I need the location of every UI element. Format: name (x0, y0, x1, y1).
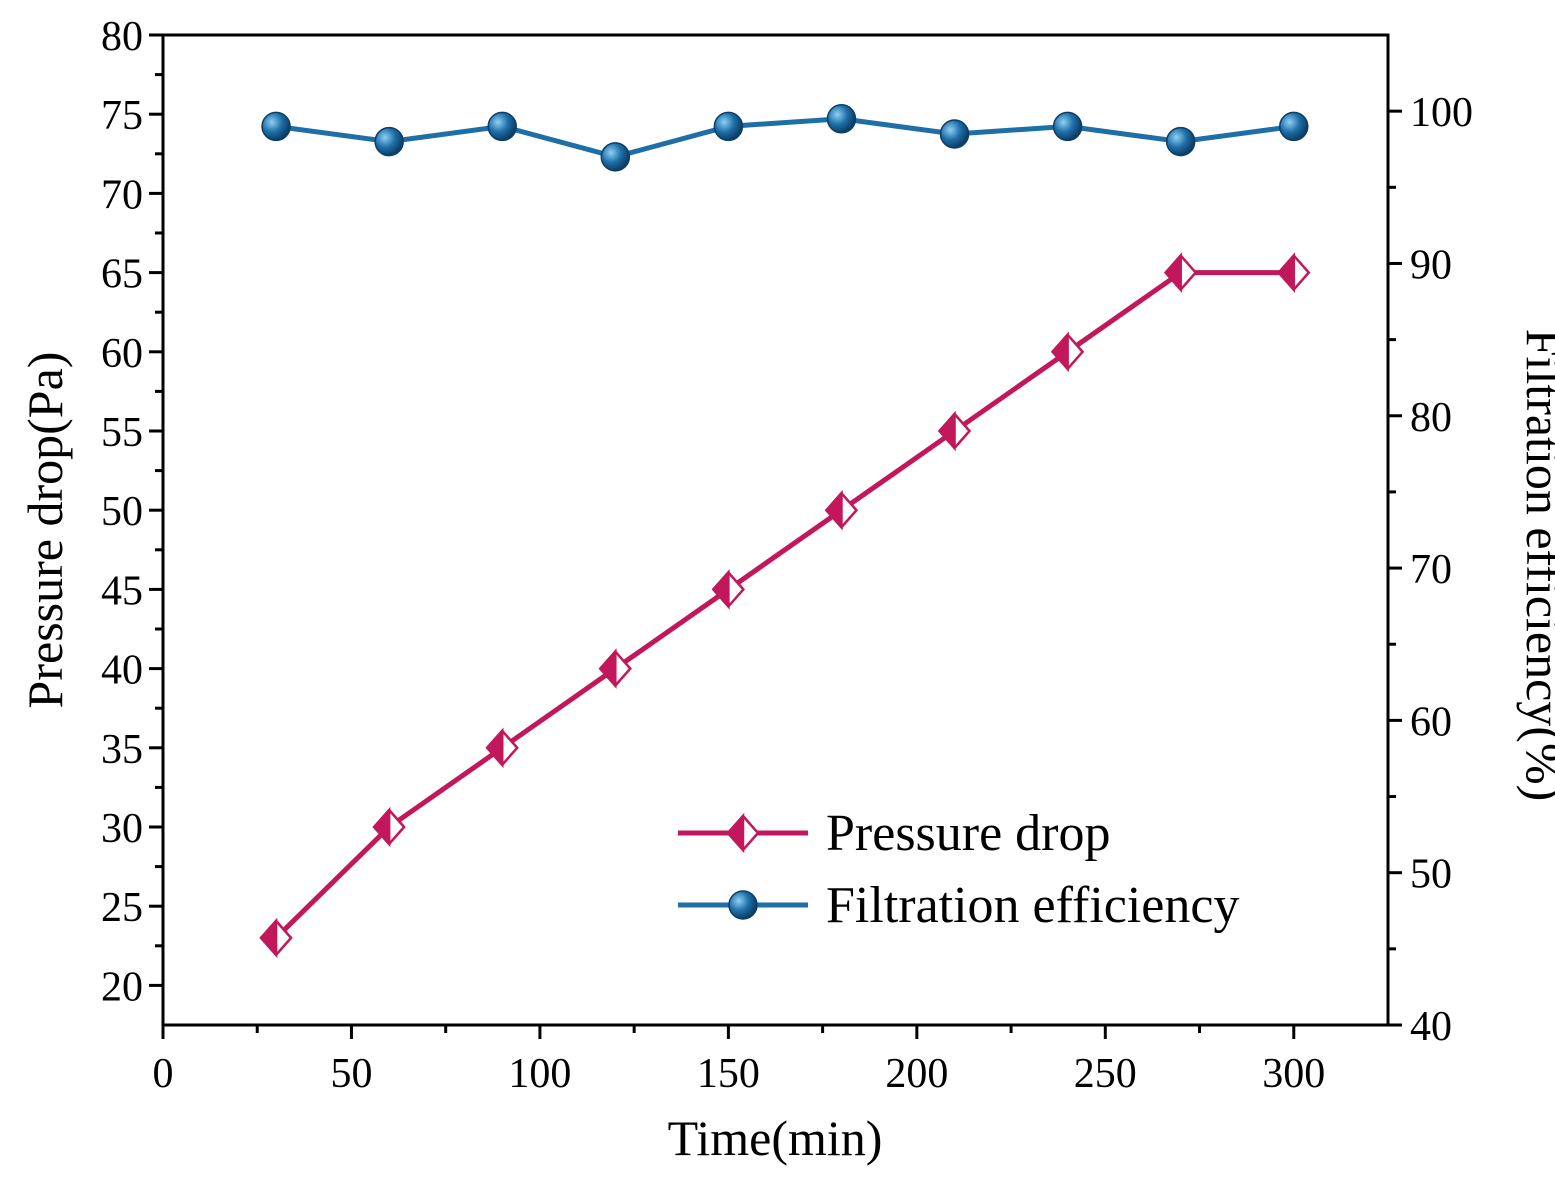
x-tick-label: 50 (330, 1051, 372, 1097)
pressure-drop-marker-fill (1050, 331, 1069, 373)
y2-tick-label: 100 (1410, 90, 1473, 136)
y-tick-label: 25 (101, 885, 143, 931)
y2-tick-label: 90 (1410, 242, 1452, 288)
pressure-drop-marker-fill (937, 410, 956, 452)
y-axis-title: Pressure drop(Pa) (17, 352, 73, 709)
filtration-efficiency-marker (374, 126, 404, 157)
x-axis-title: Time(min) (668, 1110, 883, 1166)
y-tick-label: 75 (101, 93, 143, 139)
pressure-drop-marker-fill (711, 569, 730, 610)
filtration-efficiency-marker (1279, 111, 1309, 142)
y2-tick-label: 70 (1410, 547, 1452, 593)
y-tick-label: 30 (101, 806, 143, 852)
pressure-drop-marker-fill (372, 806, 391, 848)
x-tick-label: 100 (508, 1051, 571, 1097)
y2-axis-title: Filtration efficiency(%) (1516, 329, 1555, 802)
filtration-efficiency-marker (1052, 111, 1083, 142)
x-tick-label: 300 (1262, 1051, 1325, 1097)
pressure-drop-marker-fill (1164, 252, 1182, 293)
y2-tick-label: 50 (1410, 852, 1452, 898)
x-tick-label: 0 (153, 1051, 174, 1097)
x-tick-label: 150 (697, 1051, 760, 1097)
y2-tick-label: 80 (1410, 395, 1452, 441)
filtration-efficiency-line (275, 116, 1295, 160)
y-tick-label: 80 (101, 14, 143, 60)
y-tick-label: 40 (101, 648, 143, 694)
y2-tick-label: 40 (1410, 1004, 1452, 1050)
y-tick-label: 55 (101, 410, 143, 456)
y-tick-label: 20 (101, 964, 143, 1010)
pressure-drop-marker-fill (1277, 252, 1296, 293)
y-tick-label: 50 (101, 489, 143, 535)
filtration-efficiency-marker (826, 104, 857, 134)
filtration-efficiency-marker (728, 890, 758, 920)
plot-frame (161, 33, 1390, 1027)
y-tick-label: 45 (101, 568, 143, 614)
filtration-efficiency-marker (600, 142, 631, 172)
pressure-drop-marker-fill (485, 727, 504, 769)
y-tick-label: 70 (101, 172, 143, 218)
series (259, 104, 1311, 959)
y-tick-label: 35 (101, 727, 143, 773)
pressure-drop-line (274, 270, 1294, 940)
pressure-drop-marker-fill (824, 489, 843, 531)
filtration-efficiency-marker (261, 111, 291, 142)
axes: 0 50 100 150 200 250 300 20 25 30 35 40 45 50 55 60 65 70… (101, 14, 1473, 1097)
filtration-efficiency-marker (487, 111, 517, 142)
legend-label-pressure-drop: Pressure drop (826, 805, 1111, 862)
y2-tick-label: 60 (1410, 699, 1452, 745)
x-tick-label: 250 (1074, 1051, 1137, 1097)
pressure-drop-marker-fill (259, 917, 278, 959)
legend-label-filtration-efficiency: Filtration efficiency (826, 877, 1239, 934)
pressure-drop-marker-fill (726, 812, 745, 854)
x-tick-label: 200 (885, 1051, 948, 1097)
filtration-efficiency-marker (1165, 126, 1196, 157)
y-tick-label: 60 (101, 331, 143, 377)
pressure-drop-marker-fill (598, 648, 617, 689)
y-tick-label: 65 (101, 252, 143, 298)
legend: Pressure drop Filtration efficiency (678, 805, 1239, 934)
filtration-efficiency-marker (713, 111, 744, 142)
filtration-efficiency-marker (939, 119, 970, 149)
